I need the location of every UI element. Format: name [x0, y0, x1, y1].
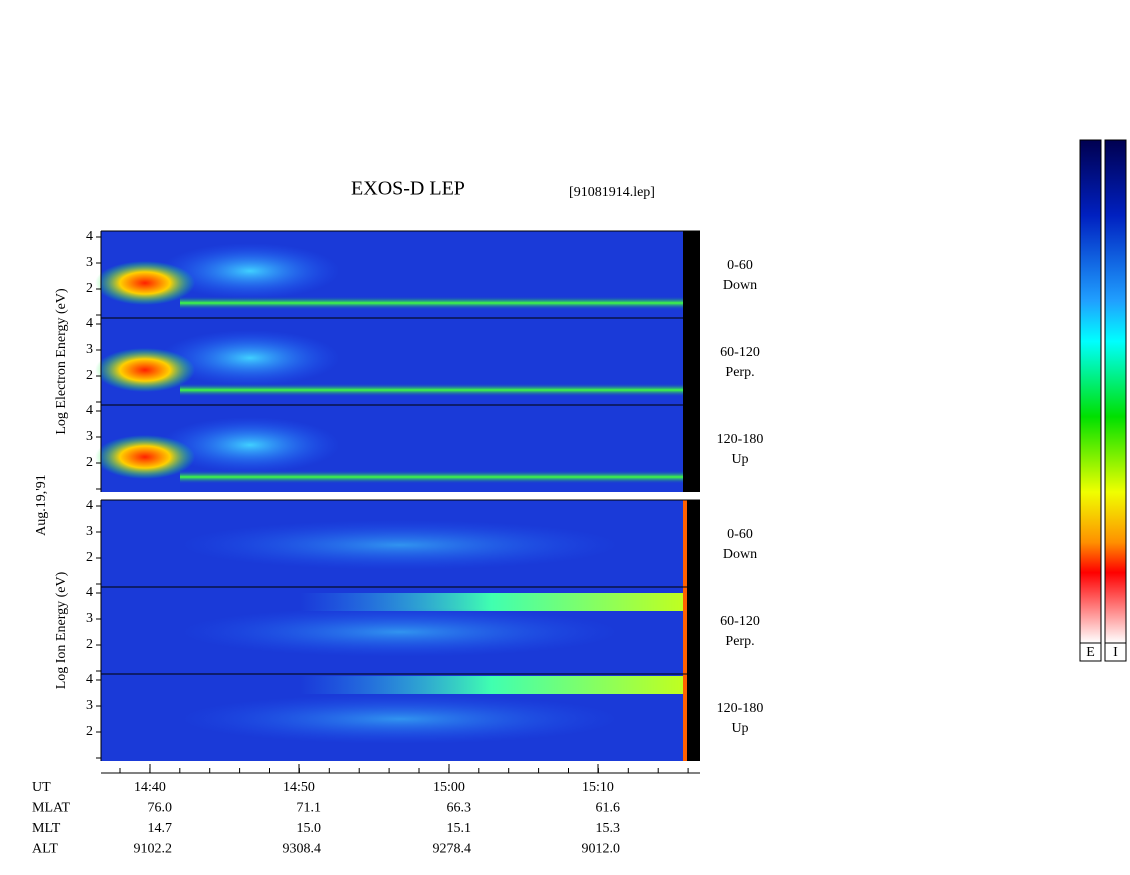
y-tick-label: 4: [86, 316, 93, 331]
row-value: 14.7: [148, 821, 173, 836]
spectrogram-feature: [95, 435, 195, 479]
row-value: 61.6: [596, 801, 621, 816]
row-label: MLT: [32, 821, 61, 836]
edge-strip: [683, 587, 687, 674]
colorbar-label-box: [1079, 642, 1102, 662]
spectrogram-feature: [160, 330, 340, 386]
panel-direction: Down: [723, 278, 757, 293]
y-tick-label: 2: [86, 455, 93, 470]
y-tick-label: 3: [86, 255, 93, 270]
panel-angle: 60-120: [720, 345, 760, 360]
row-value: 15.0: [297, 821, 322, 836]
file-name: [91081914.lep]: [569, 185, 655, 200]
row-value: 14:50: [283, 780, 315, 795]
panel-angle: 120-180: [717, 432, 764, 447]
panel-angle: 120-180: [717, 701, 764, 716]
y-tick-label: 4: [86, 585, 93, 600]
colorbar: [1079, 139, 1102, 644]
row-value: 9102.2: [134, 842, 173, 857]
y-tick-label: 3: [86, 524, 93, 539]
spectrogram-feature: [160, 417, 340, 473]
panel-direction: Perp.: [725, 634, 754, 649]
panel-direction: Perp.: [725, 365, 754, 380]
panel-direction: Down: [723, 547, 757, 562]
y-tick-label: 4: [86, 498, 93, 513]
y-tick-label: 3: [86, 698, 93, 713]
spectrogram-feature: [160, 243, 340, 299]
spectrogram-feature: [300, 593, 683, 611]
colorbar-label: I: [1113, 645, 1118, 660]
y-tick-label: 3: [86, 342, 93, 357]
y-tick-label: 4: [86, 672, 93, 687]
row-label: MLAT: [32, 801, 71, 816]
row-value: 15:00: [433, 780, 465, 795]
data-gap: [687, 500, 700, 587]
row-value: 9308.4: [283, 842, 322, 857]
row-value: 9278.4: [433, 842, 472, 857]
axis-label: Log Electron Energy (eV): [54, 288, 69, 435]
panel-direction: Up: [731, 721, 748, 736]
panel-angle: 0-60: [727, 527, 753, 542]
spectrogram-feature: [180, 607, 620, 657]
y-tick-label: 3: [86, 611, 93, 626]
spectrogram-feature: [180, 383, 683, 397]
y-tick-label: 3: [86, 429, 93, 444]
panel-angle: 60-120: [720, 614, 760, 629]
date-label: Aug.19,'91: [34, 474, 49, 536]
y-tick-label: 4: [86, 229, 93, 244]
row-label: ALT: [32, 842, 58, 857]
colorbar-label-box: [1104, 642, 1127, 662]
spectrogram-feature: [95, 261, 195, 305]
panel-direction: Up: [731, 452, 748, 467]
y-tick-label: 2: [86, 724, 93, 739]
row-label: UT: [32, 780, 51, 795]
spectrogram-feature: [300, 676, 683, 694]
row-value: 14:40: [134, 780, 166, 795]
row-value: 15:10: [582, 780, 614, 795]
data-gap: [683, 405, 700, 492]
spectrogram-feature: [180, 694, 620, 744]
row-value: 66.3: [447, 801, 472, 816]
edge-strip: [683, 500, 687, 587]
spectrogram-feature: [180, 296, 683, 310]
colorbar-label: E: [1086, 645, 1095, 660]
spectrogram-feature: [180, 470, 683, 484]
row-value: 15.3: [596, 821, 621, 836]
y-tick-label: 2: [86, 550, 93, 565]
data-gap: [683, 318, 700, 405]
data-gap: [683, 231, 700, 318]
y-tick-label: 2: [86, 368, 93, 383]
row-value: 71.1: [297, 801, 322, 816]
data-gap: [687, 587, 700, 674]
row-value: 15.1: [447, 821, 472, 836]
colorbar: [1104, 139, 1127, 644]
y-tick-label: 2: [86, 637, 93, 652]
panel-angle: 0-60: [727, 258, 753, 273]
data-gap: [687, 674, 700, 761]
title: EXOS-D LEP: [351, 178, 465, 200]
axis-label: Log Ion Energy (eV): [54, 571, 69, 689]
spectrogram-feature: [180, 520, 620, 570]
edge-strip: [683, 674, 687, 761]
row-value: 76.0: [148, 801, 173, 816]
spectrogram-feature: [95, 348, 195, 392]
y-tick-label: 4: [86, 403, 93, 418]
y-tick-label: 2: [86, 281, 93, 296]
row-value: 9012.0: [582, 842, 621, 857]
